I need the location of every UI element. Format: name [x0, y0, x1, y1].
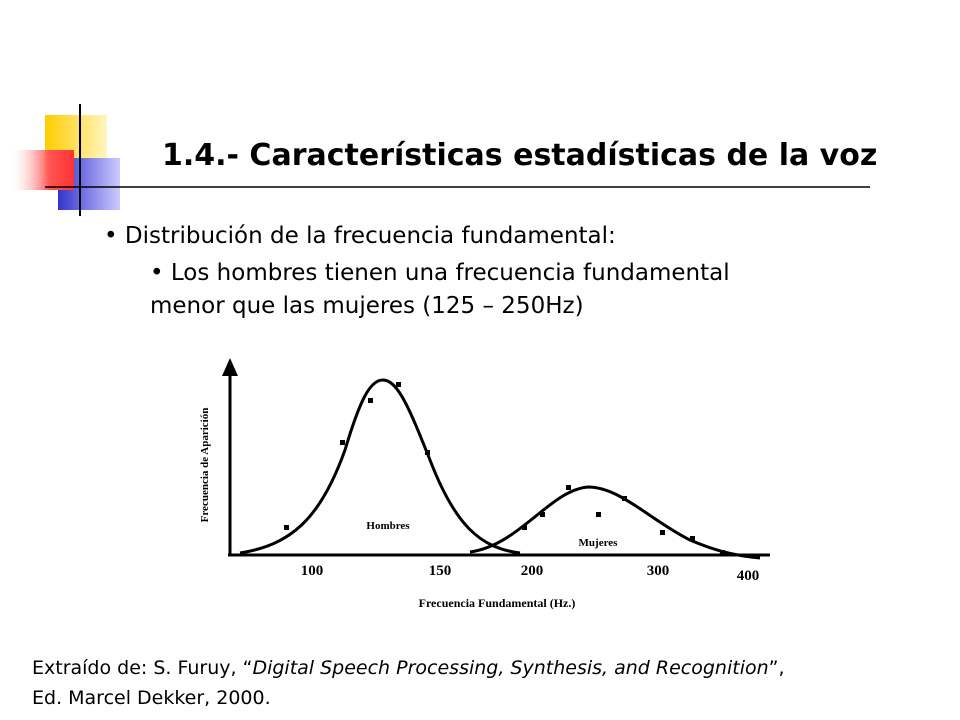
x-tick-label: 100: [301, 563, 324, 579]
x-tick-label: 300: [647, 563, 670, 579]
x-tick-label: 200: [521, 563, 544, 579]
x-axis-label: Frecuencia Fundamental (Hz.): [419, 596, 576, 610]
x-tick-label: 400: [737, 568, 760, 584]
bullet-text: Los hombres tienen una frecuencia fundam…: [171, 260, 730, 286]
decoration: [12, 104, 870, 216]
bullet-text: Distribución de la frecuencia fundamenta…: [125, 223, 616, 249]
curve-label: Hombres: [366, 520, 410, 532]
citation-text: ”,: [769, 657, 785, 679]
citation: Ed. Marcel Dekker, 2000.: [32, 687, 271, 709]
slide-title: 1.4.- Características estadísticas de la…: [162, 138, 877, 173]
curve-label: Mujeres: [579, 537, 619, 549]
citation-text: Extraído de: S. Furuy, “: [32, 657, 252, 679]
figure: Frecuencia de Aparición Frecuencia Funda…: [199, 358, 770, 610]
citation-title: Digital Speech Processing, Synthesis, an…: [252, 657, 768, 679]
citation: Extraído de: S. Furuy, “Digital Speech P…: [32, 657, 785, 679]
x-tick-label: 150: [429, 563, 452, 579]
sub-bullet: • Los hombres tienen una frecuencia fund…: [150, 260, 730, 286]
bullet: • Distribución de la frecuencia fundamen…: [104, 223, 616, 249]
y-axis-label: Frecuencia de Aparición: [199, 408, 211, 523]
bullet-text: menor que las mujeres (125 – 250Hz): [150, 293, 584, 319]
